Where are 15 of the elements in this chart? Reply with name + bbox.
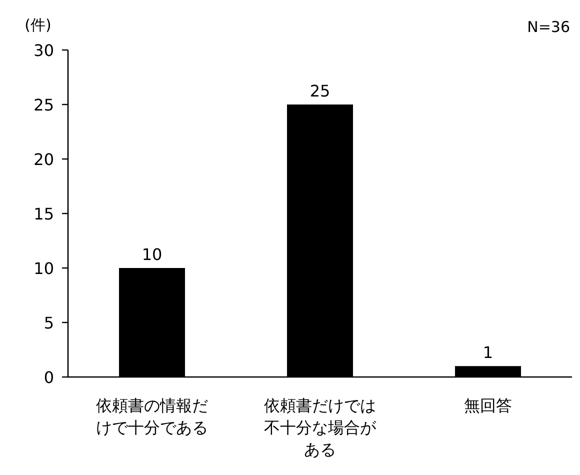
- y-tick-label: 30: [34, 41, 54, 60]
- y-tick-label: 25: [34, 96, 54, 114]
- y-tick-label: 0: [44, 368, 54, 387]
- y-tick-label: 20: [34, 150, 54, 169]
- y-tick-label: 5: [44, 314, 54, 332]
- x-tick-label: 依頼書だけでは不十分な場合がある: [264, 396, 377, 459]
- data-label: 10: [142, 245, 162, 264]
- x-tick-label: 依頼書の情報だけで十分である: [96, 396, 208, 437]
- data-label: 25: [310, 82, 330, 100]
- y-tick-label: 10: [34, 259, 54, 278]
- y-tick-label: 15: [34, 204, 54, 224]
- text: N=36: [527, 18, 570, 36]
- x-tick-label: 無回答: [464, 396, 512, 415]
- y-axis-title: (件): [24, 16, 52, 34]
- data-label: 1: [482, 343, 494, 362]
